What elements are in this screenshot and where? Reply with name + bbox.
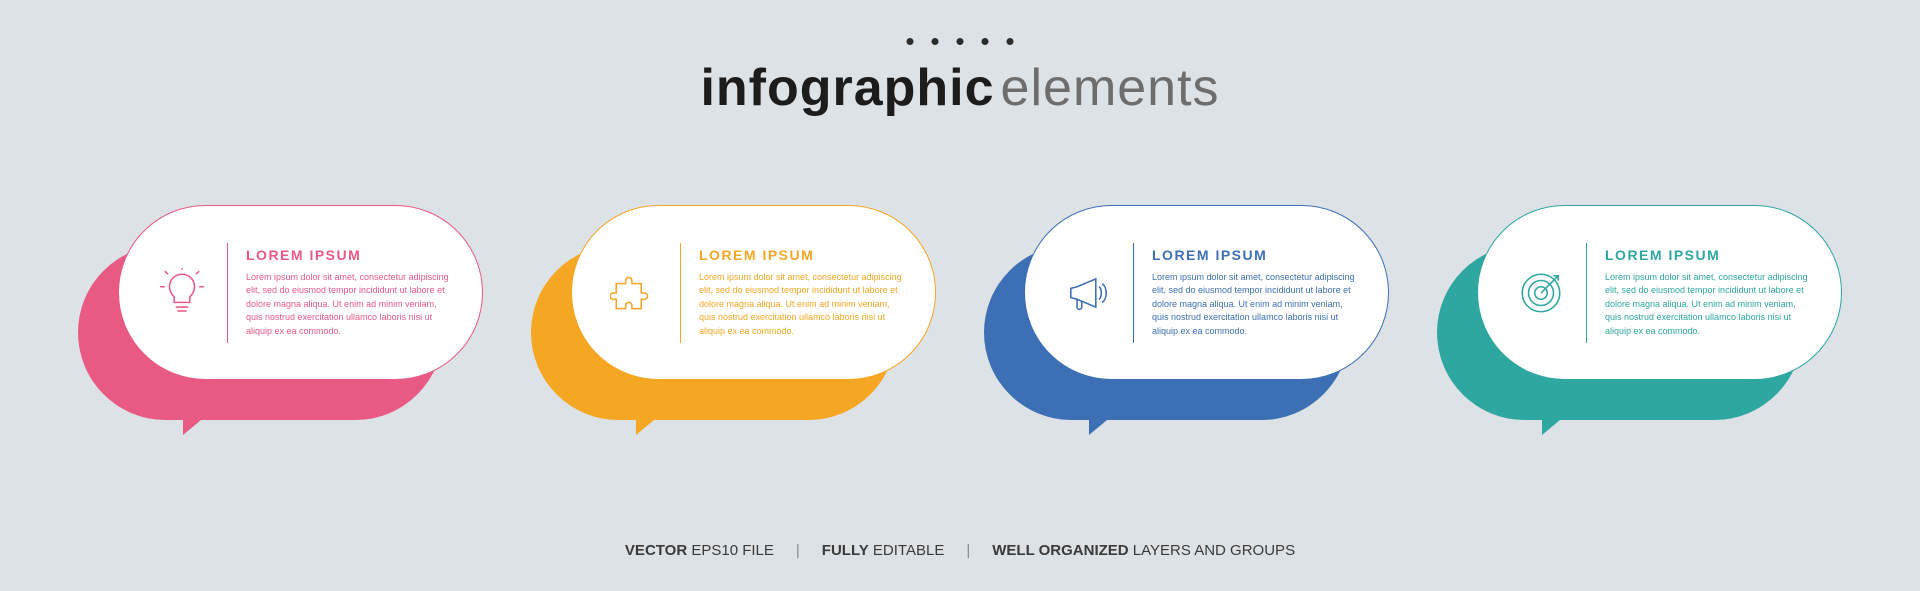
card-body: Lorem ipsum dolor sit amet, consectetur …	[1605, 271, 1813, 339]
puzzle-icon	[600, 268, 670, 318]
header-dots	[907, 38, 1014, 45]
card-body: Lorem ipsum dolor sit amet, consectetur …	[699, 271, 907, 339]
footer-light: EDITABLE	[869, 542, 945, 559]
title-bold: infographic	[700, 59, 994, 117]
footer-bold: VECTOR	[625, 542, 687, 559]
info-card: LOREM IPSUM Lorem ipsum dolor sit amet, c…	[531, 205, 936, 425]
megaphone-icon	[1053, 268, 1123, 318]
card-divider	[227, 243, 228, 343]
card-title: LOREM IPSUM	[699, 247, 907, 263]
info-card: LOREM IPSUM Lorem ipsum dolor sit amet, c…	[78, 205, 483, 425]
speech-tail	[1089, 405, 1125, 435]
speech-tail	[1542, 405, 1578, 435]
card-text: LOREM IPSUM Lorem ipsum dolor sit amet, c…	[1605, 247, 1813, 339]
card-body: Lorem ipsum dolor sit amet, consectetur …	[1152, 271, 1360, 339]
target-icon	[1506, 268, 1576, 318]
dot	[1007, 38, 1014, 45]
card-divider	[1586, 243, 1587, 343]
footer-item: VECTOR EPS10 FILE	[625, 542, 774, 559]
page-title: infographicelements	[700, 58, 1219, 118]
footer-item: WELL ORGANIZED LAYERS AND GROUPS	[992, 542, 1295, 559]
dot	[957, 38, 964, 45]
card-text: LOREM IPSUM Lorem ipsum dolor sit amet, c…	[1152, 247, 1360, 339]
footer-light: LAYERS AND GROUPS	[1129, 542, 1295, 559]
footer-light: EPS10 FILE	[687, 542, 774, 559]
footer-bold: FULLY	[822, 542, 869, 559]
card-front-pill: LOREM IPSUM Lorem ipsum dolor sit amet, c…	[571, 205, 936, 380]
card-front-pill: LOREM IPSUM Lorem ipsum dolor sit amet, c…	[118, 205, 483, 380]
footer-separator: |	[796, 542, 800, 559]
speech-tail	[183, 405, 219, 435]
card-text: LOREM IPSUM Lorem ipsum dolor sit amet, c…	[246, 247, 454, 339]
dot	[932, 38, 939, 45]
card-front-pill: LOREM IPSUM Lorem ipsum dolor sit amet, c…	[1477, 205, 1842, 380]
footer-separator: |	[966, 542, 970, 559]
footer-item: FULLY EDITABLE	[822, 542, 945, 559]
card-body: Lorem ipsum dolor sit amet, consectetur …	[246, 271, 454, 339]
cards-row: LOREM IPSUM Lorem ipsum dolor sit amet, c…	[0, 205, 1920, 425]
speech-tail	[636, 405, 672, 435]
dot	[982, 38, 989, 45]
card-front-pill: LOREM IPSUM Lorem ipsum dolor sit amet, c…	[1024, 205, 1389, 380]
card-divider	[1133, 243, 1134, 343]
info-card: LOREM IPSUM Lorem ipsum dolor sit amet, c…	[1437, 205, 1842, 425]
info-card: LOREM IPSUM Lorem ipsum dolor sit amet, c…	[984, 205, 1389, 425]
footer-bold: WELL ORGANIZED	[992, 542, 1128, 559]
card-title: LOREM IPSUM	[1605, 247, 1813, 263]
footer-text: VECTOR EPS10 FILE | FULLY EDITABLE | WELL OR…	[625, 542, 1295, 559]
title-light: elements	[1001, 59, 1220, 117]
card-title: LOREM IPSUM	[1152, 247, 1360, 263]
lightbulb-icon	[147, 268, 217, 318]
card-text: LOREM IPSUM Lorem ipsum dolor sit amet, c…	[699, 247, 907, 339]
card-divider	[680, 243, 681, 343]
dot	[907, 38, 914, 45]
card-title: LOREM IPSUM	[246, 247, 454, 263]
